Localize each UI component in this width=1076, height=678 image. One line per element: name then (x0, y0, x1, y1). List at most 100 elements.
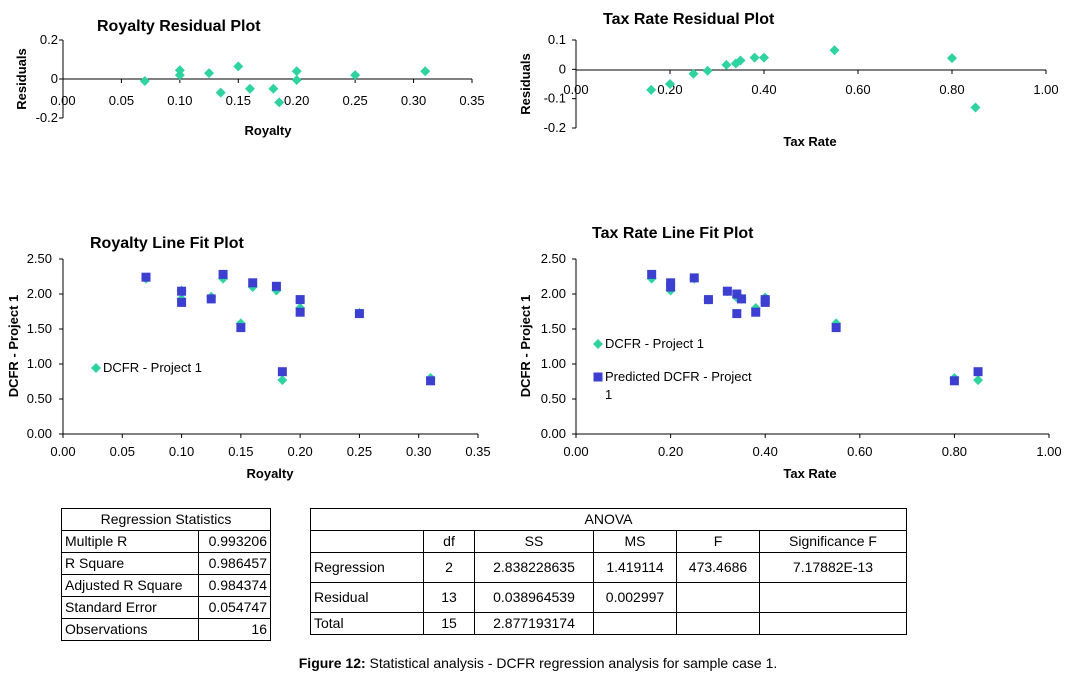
y-tick-label: 1.50 (541, 321, 566, 336)
y-tick-label: -0.1 (544, 91, 566, 106)
y-axis-title: DCFR - Project 1 (6, 295, 21, 398)
data-point (703, 295, 713, 305)
data-point (735, 55, 746, 66)
x-tick-label: 0.10 (167, 93, 192, 108)
x-tick-label: 0.00 (50, 93, 75, 108)
x-tick-label: 1.00 (1036, 444, 1061, 459)
anova-header-row: df SS MS F Significance F (310, 530, 907, 553)
data-point (218, 269, 228, 279)
anova-cell: 2.838228635 (474, 552, 594, 583)
data-point (204, 68, 215, 79)
data-point (722, 286, 732, 296)
anova-cell: 0.002997 (593, 582, 677, 613)
data-point (760, 295, 770, 305)
x-tick-label: 0.20 (658, 444, 683, 459)
data-point (350, 70, 361, 81)
y-tick-label: 1.00 (541, 356, 566, 371)
data-point (759, 52, 769, 63)
x-tick-label: 0.60 (845, 82, 870, 97)
data-point (751, 307, 761, 317)
x-tick-label: 0.25 (347, 444, 372, 459)
caption-text: Statistical analysis - DCFR regression a… (365, 655, 778, 671)
legend-label: DCFR - Project 1 (605, 336, 704, 351)
y-axis-title: Residuals (14, 48, 29, 109)
anova-header: F (676, 530, 760, 553)
data-point (215, 87, 226, 98)
anova-table: ANOVA df SS MS F Significance F Regressi… (310, 508, 907, 635)
anova-cell: Residual (310, 582, 424, 613)
anova-title: ANOVA (310, 508, 907, 531)
y-tick-label: 0.2 (40, 32, 58, 47)
anova-cell (759, 582, 907, 613)
stat-value: 0.984374 (198, 574, 271, 597)
anova-cell: 2.877193174 (474, 612, 594, 635)
table-row: Residual 13 0.038964539 0.002997 (310, 582, 907, 613)
data-point (665, 79, 675, 89)
series-0 (646, 45, 981, 113)
anova-header: SS (474, 530, 594, 553)
legend-label: Predicted DCFR - Project (605, 369, 752, 384)
royalty-linefit-chart: Royalty Line Fit Plot 2.50 2.00 1.50 1.00 0.5… (6, 235, 491, 481)
y-axis-title: Residuals (518, 53, 533, 114)
y-tick-label: -0.2 (36, 110, 58, 125)
table-row: R Square 0.986457 (60, 552, 271, 575)
y-tick-label: 2.00 (27, 286, 52, 301)
x-tick-label: 0.00 (563, 444, 588, 459)
regression-statistics-table: Regression Statistics Multiple R 0.99320… (60, 508, 271, 641)
stat-label: Observations (60, 618, 200, 641)
table-row: Adjusted R Square 0.984374 (60, 574, 271, 597)
y-tick-label: 0.00 (541, 426, 566, 441)
x-tick-label: 0.20 (657, 82, 682, 97)
stat-value: 0.986457 (198, 552, 271, 575)
anova-header: df (423, 530, 475, 553)
anova-cell: 0.038964539 (474, 582, 594, 613)
data-point (274, 97, 285, 108)
series-1 (647, 269, 983, 386)
x-tick-label: 0.40 (753, 444, 778, 459)
stat-label: Standard Error (60, 596, 200, 619)
x-tick-label: 0.05 (109, 93, 134, 108)
chart-title: Royalty Residual Plot (97, 18, 261, 35)
legend-marker (593, 372, 603, 382)
anova-cell: 1.419114 (593, 552, 677, 583)
x-tick-label: 0.80 (942, 444, 967, 459)
y-axis-title: DCFR - Project 1 (518, 295, 533, 398)
chart-title: Royalty Line Fit Plot (90, 235, 244, 252)
data-point (174, 70, 185, 81)
x-tick-label: 0.10 (169, 444, 194, 459)
y-tick-label: 0.1 (548, 32, 566, 47)
anova-cell: 2 (423, 552, 475, 583)
x-tick-label: 0.80 (939, 82, 964, 97)
data-point (139, 75, 150, 86)
y-tick-label: 0 (559, 61, 566, 76)
anova-cell: Regression (310, 552, 424, 583)
table-row: Observations 16 (60, 618, 271, 641)
royalty-residual-chart: Royalty Residual Plot 0.2 0 -0.2 0.00 0.05 0.1… (14, 18, 485, 138)
anova-cell: 15 (423, 612, 475, 635)
legend-entry: DCFR - Project 1 (593, 336, 704, 351)
y-tick-label: 0 (51, 71, 58, 86)
y-tick-label: 0.00 (27, 426, 52, 441)
anova-cell: 13 (423, 582, 475, 613)
y-tick-label: 1.00 (27, 356, 52, 371)
data-point (666, 282, 676, 292)
y-tick-label: 2.50 (541, 251, 566, 266)
data-point (420, 66, 431, 77)
x-tick-label: 0.30 (401, 93, 426, 108)
y-tick-label: 1.50 (27, 321, 52, 336)
x-tick-label: 0.35 (465, 444, 490, 459)
data-point (233, 61, 244, 72)
data-point (970, 102, 981, 113)
series-1 (141, 269, 436, 386)
figure-caption: Figure 12: Statistical analysis - DCFR r… (0, 655, 1076, 671)
data-point (268, 83, 279, 94)
data-point (732, 289, 742, 299)
x-tick-label: 0.30 (406, 444, 431, 459)
data-point (291, 66, 302, 77)
data-point (829, 45, 840, 56)
data-point (277, 375, 288, 386)
x-axis-title: Royalty (245, 123, 293, 138)
anova-cell: 473.4686 (676, 552, 760, 583)
stat-value: 0.993206 (198, 530, 271, 553)
